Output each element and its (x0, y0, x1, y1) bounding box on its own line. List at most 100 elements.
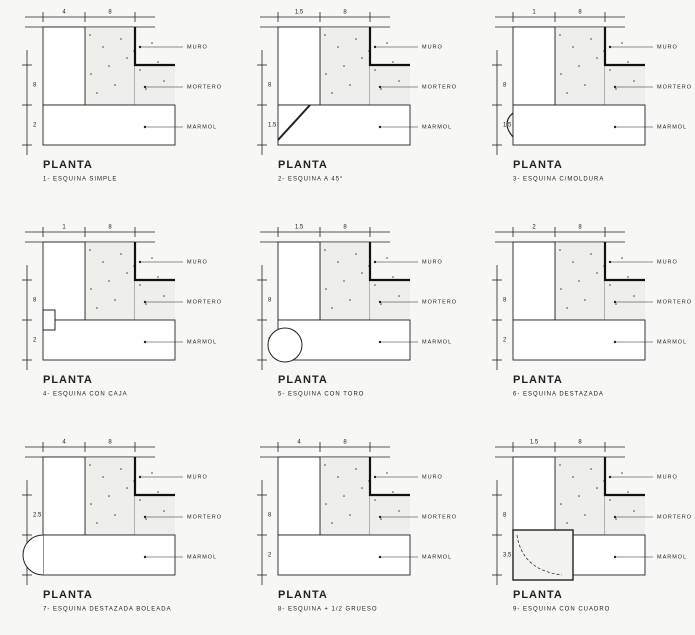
mortar-dot (355, 468, 357, 470)
mortar-dot (621, 257, 623, 259)
dimension: 8 (268, 83, 272, 89)
leader-dot (143, 555, 147, 559)
mortar-dot (578, 495, 580, 497)
mortar-dot (90, 503, 92, 505)
marble-front (277, 534, 411, 576)
mortar-dot (163, 80, 165, 82)
mortar-dot (578, 280, 580, 282)
mortar-dot (343, 280, 345, 282)
marble-side (277, 241, 321, 321)
mortar-dot (374, 284, 376, 286)
mortar-dot (633, 510, 635, 512)
mortar (370, 65, 410, 105)
mortar (319, 241, 371, 321)
dimension: 8 (578, 10, 582, 16)
mortar (135, 495, 175, 535)
leader-dot (373, 475, 377, 479)
mortar-dot (609, 69, 611, 71)
wall (133, 242, 175, 282)
leader-dot (608, 475, 612, 479)
dimension: 2 (33, 338, 37, 344)
mortar-dot (584, 84, 586, 86)
mortar-dot (331, 92, 333, 94)
marble-side (42, 26, 86, 106)
mortar-dot (324, 249, 326, 251)
leader-dot (378, 340, 382, 344)
mortar-dot (627, 276, 629, 278)
mortar-dot (349, 299, 351, 301)
material-label: MARMOL (422, 124, 452, 130)
marble-side (512, 456, 556, 536)
torus (267, 327, 303, 363)
mortar-dot (374, 69, 376, 71)
mortar-dot (151, 42, 153, 44)
mortar-dot (355, 38, 357, 40)
notch (42, 309, 56, 331)
mortar-dot (325, 73, 327, 75)
material-label: MURO (657, 259, 678, 265)
mortar-dot (596, 272, 598, 274)
mortar-dot (126, 487, 128, 489)
mortar-dot (621, 472, 623, 474)
material-label: MORTERO (657, 299, 692, 305)
marble-side (512, 241, 556, 321)
mortar-dot (324, 34, 326, 36)
panel-caption: 3- ESQUINA C/MOLDURA (513, 177, 604, 183)
dimension: 2 (503, 338, 507, 344)
mortar-dot (157, 491, 159, 493)
wall (603, 457, 645, 497)
leader-dot (138, 475, 142, 479)
mortar-dot (324, 464, 326, 466)
mortar-dot (572, 261, 574, 263)
leader-dot (613, 515, 617, 519)
mortar-dot (349, 514, 351, 516)
mortar-dot (609, 499, 611, 501)
leader-dot (613, 300, 617, 304)
mortar-dot (343, 495, 345, 497)
leader-dot (608, 260, 612, 264)
mortar-dot (398, 295, 400, 297)
mortar (135, 280, 175, 320)
leader-dot (378, 515, 382, 519)
mortar-dot (572, 476, 574, 478)
mortar-dot (386, 257, 388, 259)
panel-caption: 5- ESQUINA CON TORO (278, 392, 364, 398)
mortar (84, 456, 136, 536)
mortar-dot (615, 88, 617, 90)
material-label: MORTERO (187, 514, 222, 520)
mortar-dot (96, 522, 98, 524)
mortar-dot (163, 295, 165, 297)
leader-dot (613, 85, 617, 89)
mortar-dot (337, 476, 339, 478)
leader-dot (143, 340, 147, 344)
mortar-dot (392, 61, 394, 63)
dimension: 1.5 (295, 10, 304, 16)
dimension: 8 (33, 298, 37, 304)
mortar-dot (380, 518, 382, 520)
mortar-dot (627, 491, 629, 493)
mortar-dot (139, 284, 141, 286)
mortar-dot (325, 503, 327, 505)
mortar-dot (126, 57, 128, 59)
dimension: 8 (108, 10, 112, 16)
marble-front (42, 104, 176, 146)
wall (368, 27, 410, 67)
mortar-dot (596, 57, 598, 59)
mortar-dot (102, 476, 104, 478)
mortar-dot (566, 307, 568, 309)
mortar-dot (392, 491, 394, 493)
mortar-dot (331, 522, 333, 524)
dimension: 8 (108, 225, 112, 231)
dimension: 3.5 (503, 553, 512, 559)
panel-title: PLANTA (513, 589, 563, 601)
mortar-dot (337, 46, 339, 48)
mortar (319, 456, 371, 536)
dimension: 8 (343, 440, 347, 446)
mortar-dot (621, 42, 623, 44)
mortar-dot (361, 487, 363, 489)
mortar (554, 456, 606, 536)
mortar-dot (349, 84, 351, 86)
mortar-dot (139, 69, 141, 71)
mortar-dot (559, 249, 561, 251)
mortar-dot (615, 518, 617, 520)
